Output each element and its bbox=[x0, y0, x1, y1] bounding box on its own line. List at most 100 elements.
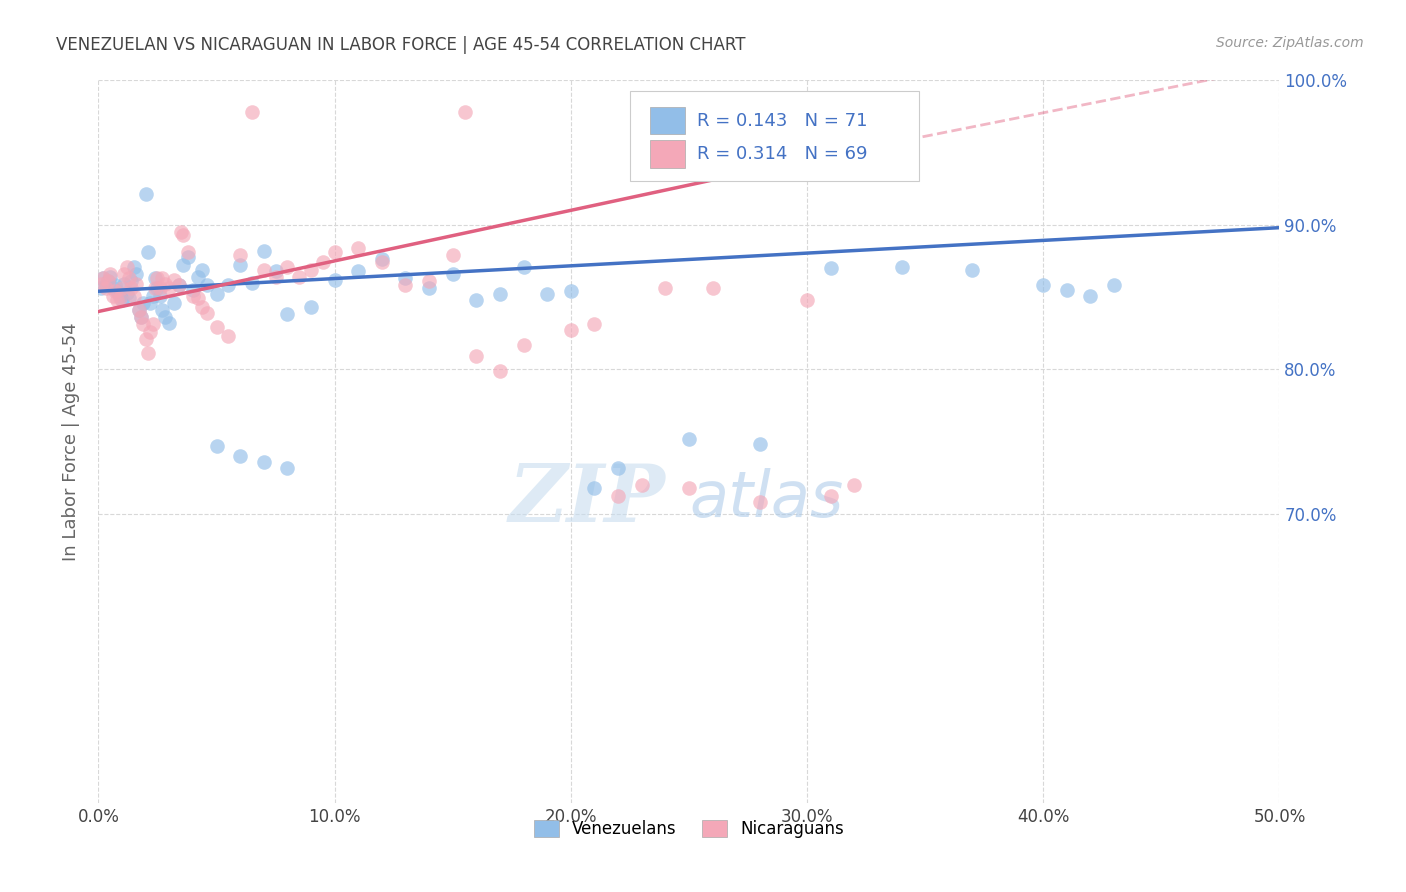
Point bbox=[796, 293, 818, 307]
Text: R = 0.314   N = 69: R = 0.314 N = 69 bbox=[697, 145, 868, 163]
Point bbox=[678, 481, 700, 495]
Point bbox=[371, 255, 394, 269]
Point bbox=[90, 277, 112, 291]
Point bbox=[157, 281, 180, 295]
Point bbox=[90, 281, 112, 295]
Point bbox=[607, 490, 630, 504]
Point bbox=[146, 271, 169, 285]
Point bbox=[136, 245, 159, 260]
Point bbox=[890, 260, 912, 274]
Point bbox=[820, 261, 842, 276]
Point bbox=[139, 325, 162, 339]
Point bbox=[678, 432, 700, 446]
Point bbox=[108, 292, 131, 306]
Point bbox=[299, 300, 322, 314]
Point bbox=[139, 295, 162, 310]
Point bbox=[157, 316, 180, 330]
Point bbox=[288, 269, 311, 284]
Point bbox=[146, 281, 169, 295]
Point bbox=[347, 241, 370, 255]
Point bbox=[748, 437, 770, 451]
Point bbox=[112, 267, 135, 281]
Point bbox=[143, 281, 166, 295]
Point bbox=[177, 250, 200, 264]
Point bbox=[264, 264, 287, 278]
Point bbox=[149, 281, 172, 295]
Point bbox=[104, 285, 127, 299]
Point bbox=[276, 260, 298, 274]
Point bbox=[170, 225, 193, 239]
Point bbox=[229, 258, 252, 272]
Point bbox=[112, 277, 135, 291]
Point bbox=[630, 478, 652, 492]
Point bbox=[253, 262, 276, 277]
Point bbox=[177, 245, 200, 260]
Text: ZIP: ZIP bbox=[509, 460, 665, 538]
Point bbox=[394, 278, 416, 293]
Point bbox=[153, 310, 176, 325]
Point bbox=[118, 271, 141, 285]
Point bbox=[98, 269, 121, 284]
Point bbox=[1102, 278, 1125, 293]
Point bbox=[125, 277, 148, 291]
Point bbox=[1032, 278, 1054, 293]
Point bbox=[191, 262, 214, 277]
Point bbox=[122, 260, 145, 274]
Point bbox=[108, 288, 131, 302]
Point bbox=[465, 349, 488, 363]
Point bbox=[748, 495, 770, 509]
Point bbox=[128, 303, 150, 318]
Point bbox=[583, 481, 606, 495]
Point bbox=[132, 295, 155, 310]
Point bbox=[702, 281, 724, 295]
Point bbox=[217, 329, 239, 343]
Point bbox=[560, 323, 582, 337]
Point bbox=[132, 318, 155, 332]
Point bbox=[253, 455, 276, 469]
Point bbox=[172, 258, 194, 272]
Point bbox=[844, 478, 866, 492]
Point bbox=[167, 278, 190, 293]
Point bbox=[149, 288, 172, 302]
Point bbox=[512, 337, 534, 351]
Point bbox=[94, 281, 117, 295]
Point bbox=[98, 267, 121, 281]
Point bbox=[122, 288, 145, 302]
Point bbox=[97, 274, 120, 288]
Point bbox=[163, 273, 186, 287]
Point bbox=[135, 187, 157, 202]
Point bbox=[1056, 283, 1078, 297]
FancyBboxPatch shape bbox=[650, 140, 685, 168]
Point bbox=[105, 285, 128, 299]
Point bbox=[142, 288, 165, 302]
Point bbox=[101, 288, 124, 302]
Point bbox=[583, 318, 606, 332]
Point bbox=[150, 271, 173, 285]
Point bbox=[111, 281, 134, 295]
Point bbox=[229, 248, 252, 262]
Y-axis label: In Labor Force | Age 45-54: In Labor Force | Age 45-54 bbox=[62, 322, 80, 561]
Point bbox=[142, 318, 165, 332]
Point bbox=[195, 306, 218, 320]
Legend: Venezuelans, Nicaraguans: Venezuelans, Nicaraguans bbox=[527, 814, 851, 845]
Point bbox=[91, 271, 114, 285]
Point bbox=[253, 244, 276, 258]
Point bbox=[217, 278, 239, 293]
Point bbox=[962, 262, 984, 277]
Point bbox=[129, 310, 152, 325]
Point bbox=[441, 267, 464, 281]
Point bbox=[111, 293, 134, 307]
Point bbox=[229, 449, 252, 463]
Text: R = 0.143   N = 71: R = 0.143 N = 71 bbox=[697, 112, 868, 129]
Point bbox=[489, 364, 512, 378]
Point bbox=[323, 245, 346, 260]
Point bbox=[143, 271, 166, 285]
Point bbox=[91, 271, 114, 285]
Point bbox=[135, 332, 157, 346]
Point bbox=[418, 281, 440, 295]
Point bbox=[94, 278, 117, 293]
Point bbox=[129, 310, 152, 325]
Point bbox=[205, 287, 228, 301]
Point bbox=[97, 274, 120, 288]
Point bbox=[128, 303, 150, 318]
